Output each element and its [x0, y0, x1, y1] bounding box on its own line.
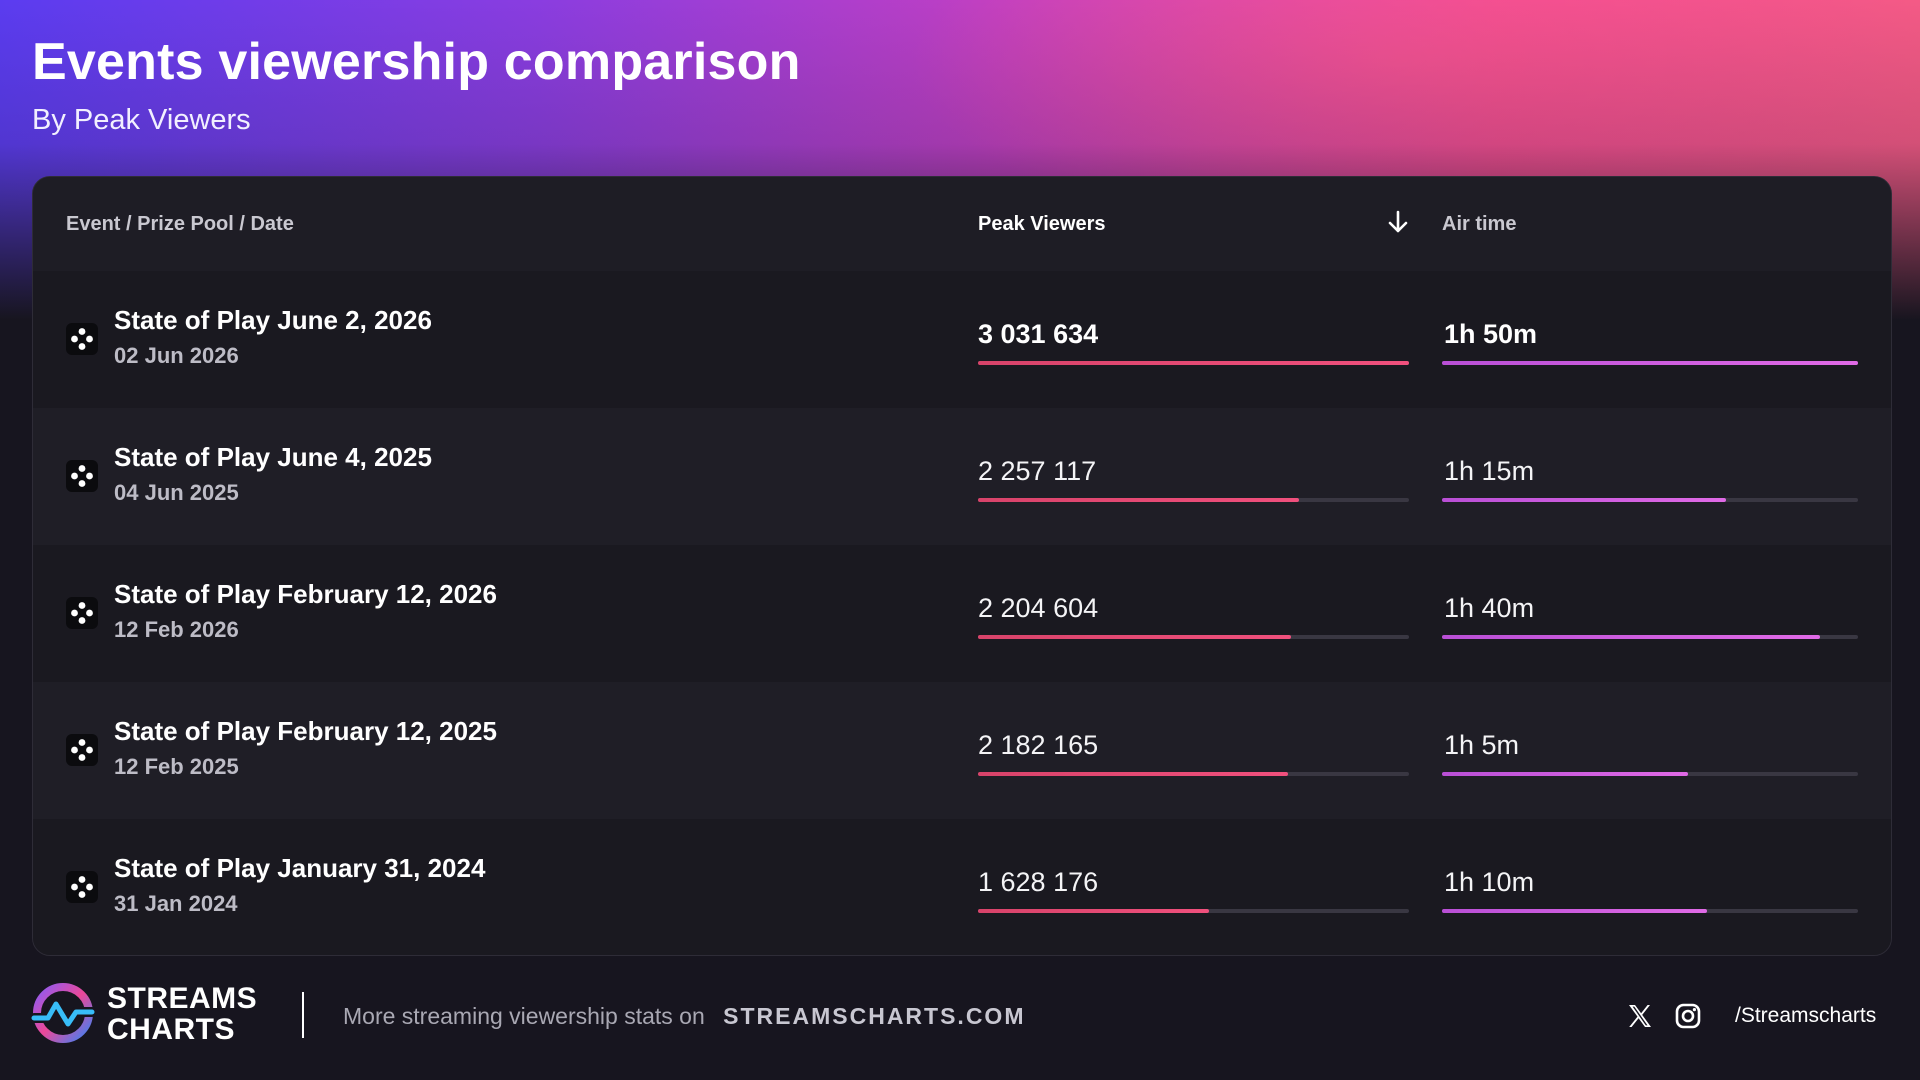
promo-link[interactable]: STREAMSCHARTS.COM	[723, 1003, 1026, 1029]
event-name[interactable]: State of Play January 31, 2024	[114, 853, 486, 883]
peak-viewers-value: 2 257 117	[978, 456, 1097, 486]
event-date: 12 Feb 2026	[114, 617, 239, 642]
playstation-icon	[66, 460, 98, 492]
table-row[interactable]: State of Play June 2, 2026 02 Jun 2026 3…	[33, 271, 1891, 408]
playstation-icon	[66, 323, 98, 355]
air-time-bar	[1442, 635, 1858, 639]
event-name[interactable]: State of Play February 12, 2025	[114, 716, 497, 746]
streams-charts-logo-icon[interactable]	[30, 980, 96, 1046]
air-time-value: 1h 40m	[1444, 593, 1535, 623]
air-time-bar-fill	[1442, 909, 1707, 913]
brand-logo-line-1: STREAMS	[107, 982, 258, 1015]
page-title: Events viewership comparison	[32, 33, 801, 91]
table-body: State of Play June 2, 2026 02 Jun 2026 3…	[33, 271, 1891, 955]
playstation-icon	[66, 871, 98, 903]
table-row[interactable]: State of Play June 4, 2025 04 Jun 2025 2…	[33, 408, 1891, 545]
peak-viewers-value: 3 031 634	[978, 319, 1099, 349]
playstation-icon	[66, 597, 98, 629]
air-time-bar-fill	[1442, 498, 1726, 502]
air-time-value: 1h 15m	[1444, 456, 1535, 486]
table-row[interactable]: State of Play January 31, 2024 31 Jan 20…	[33, 819, 1891, 955]
peak-viewers-bar-fill	[978, 909, 1210, 913]
event-date: 31 Jan 2024	[114, 891, 238, 916]
table-header: Event / Prize Pool / Date Peak Viewers A…	[33, 177, 1891, 271]
air-time-value: 1h 50m	[1444, 319, 1538, 349]
air-time-bar	[1442, 498, 1858, 502]
peak-viewers-value: 1 628 176	[978, 867, 1099, 897]
peak-viewers-bar	[978, 635, 1409, 639]
event-date: 04 Jun 2025	[114, 480, 239, 505]
events-table: Event / Prize Pool / Date Peak Viewers A…	[32, 176, 1892, 956]
air-time-value: 1h 10m	[1444, 867, 1535, 897]
peak-viewers-bar	[978, 772, 1409, 776]
event-name[interactable]: State of Play February 12, 2026	[114, 579, 497, 609]
event-name[interactable]: State of Play June 4, 2025	[114, 442, 432, 472]
instagram-icon[interactable]	[1674, 1002, 1702, 1030]
footer-divider	[302, 992, 304, 1038]
air-time-bar	[1442, 909, 1858, 913]
promo-label: More streaming viewership stats on	[343, 1003, 705, 1029]
peak-viewers-value: 2 182 165	[978, 730, 1099, 760]
peak-viewers-bar	[978, 909, 1409, 913]
air-time-bar-fill	[1442, 772, 1688, 776]
social-handle[interactable]: /Streamscharts	[1735, 1004, 1877, 1027]
peak-viewers-bar	[978, 361, 1409, 365]
air-time-value: 1h 5m	[1444, 730, 1520, 760]
brand-logo-line-2: CHARTS	[107, 1013, 235, 1046]
air-time-bar	[1442, 772, 1858, 776]
x-icon[interactable]	[1626, 1002, 1654, 1030]
air-time-bar-fill	[1442, 635, 1821, 639]
peak-viewers-value: 2 204 604	[978, 593, 1099, 623]
peak-viewers-bar-fill	[978, 361, 1409, 365]
footer: STREAMS CHARTS More streaming viewership…	[0, 960, 1920, 1080]
event-date: 02 Jun 2026	[114, 343, 239, 368]
event-name[interactable]: State of Play June 2, 2026	[114, 305, 432, 335]
promo-text: More streaming viewership stats on STREA…	[343, 1003, 1026, 1030]
event-date: 12 Feb 2025	[114, 754, 239, 779]
table-row[interactable]: State of Play February 12, 2026 12 Feb 2…	[33, 545, 1891, 682]
column-header-air-time[interactable]: Air time	[1442, 213, 1517, 235]
brand-logo-text[interactable]: STREAMS CHARTS	[107, 983, 257, 1045]
air-time-bar	[1442, 361, 1858, 365]
peak-viewers-bar-fill	[978, 635, 1292, 639]
peak-viewers-bar	[978, 498, 1409, 502]
page-subtitle: By Peak Viewers	[32, 104, 251, 136]
air-time-bar-fill	[1442, 361, 1858, 365]
playstation-icon	[66, 734, 98, 766]
column-header-peak-viewers[interactable]: Peak Viewers	[978, 213, 1106, 235]
column-header-event[interactable]: Event / Prize Pool / Date	[66, 213, 294, 235]
table-row[interactable]: State of Play February 12, 2025 12 Feb 2…	[33, 682, 1891, 819]
peak-viewers-bar-fill	[978, 498, 1300, 502]
peak-viewers-bar-fill	[978, 772, 1289, 776]
arrow-down-icon[interactable]	[1383, 207, 1413, 237]
